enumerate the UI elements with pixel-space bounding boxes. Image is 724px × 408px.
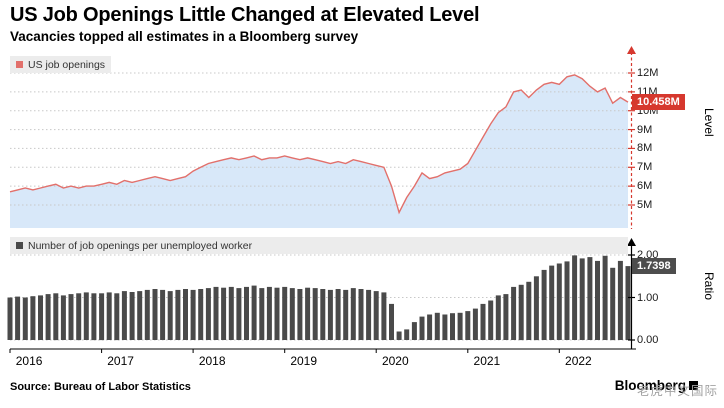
bottom-axis-tick-label: 0.00 bbox=[637, 334, 659, 346]
bottom-axis-tick-label: 1.00 bbox=[637, 291, 659, 304]
legend-us-job-openings: US job openings bbox=[10, 56, 112, 73]
top-axis-tick-label: 12M bbox=[637, 67, 659, 79]
x-axis-year-label: 2016 bbox=[15, 354, 43, 368]
watermark-text: 老虎中文国际 bbox=[636, 384, 718, 398]
legend-openings-per-unemployed: Number of job openings per unemployed wo… bbox=[10, 237, 628, 254]
top-axis-tick-label: 8M bbox=[637, 142, 653, 155]
legend-label: Number of job openings per unemployed wo… bbox=[28, 239, 253, 252]
top-last-value-badge: 10.458M bbox=[632, 94, 685, 110]
bottom-axis-title: Ratio bbox=[702, 272, 716, 301]
x-axis-year-label: 2020 bbox=[381, 354, 409, 368]
legend-label: US job openings bbox=[28, 58, 106, 71]
x-axis-year-label: 2017 bbox=[107, 354, 134, 368]
top-axis-title: Level bbox=[702, 108, 716, 137]
x-axis-year-label: 2018 bbox=[198, 354, 226, 368]
top-axis-tick-label: 7M bbox=[637, 161, 653, 174]
x-axis-year-label: 2019 bbox=[290, 354, 318, 368]
top-axis-tick-label: 9M bbox=[637, 123, 653, 136]
bottom-last-value-badge: 1.7398 bbox=[632, 258, 676, 274]
bloomberg-wordmark: Bloomberg bbox=[614, 378, 686, 393]
x-axis-year-label: 2022 bbox=[565, 354, 592, 368]
legend-swatch-red-icon bbox=[16, 61, 23, 68]
bloomberg-logo-mark-icon bbox=[689, 381, 698, 390]
legend-swatch-dark-icon bbox=[16, 242, 23, 249]
page-title: US Job Openings Little Changed at Elevat… bbox=[10, 4, 480, 26]
top-axis-tick-label: 6M bbox=[637, 180, 653, 193]
page-subtitle: Vacancies topped all estimates in a Bloo… bbox=[10, 29, 359, 44]
top-axis-tick-label: 5M bbox=[637, 199, 653, 211]
x-axis-year-label: 2021 bbox=[473, 354, 501, 368]
source-note: Source: Bureau of Labor Statistics bbox=[10, 381, 191, 393]
bloomberg-logo: Bloomberg bbox=[615, 378, 698, 393]
